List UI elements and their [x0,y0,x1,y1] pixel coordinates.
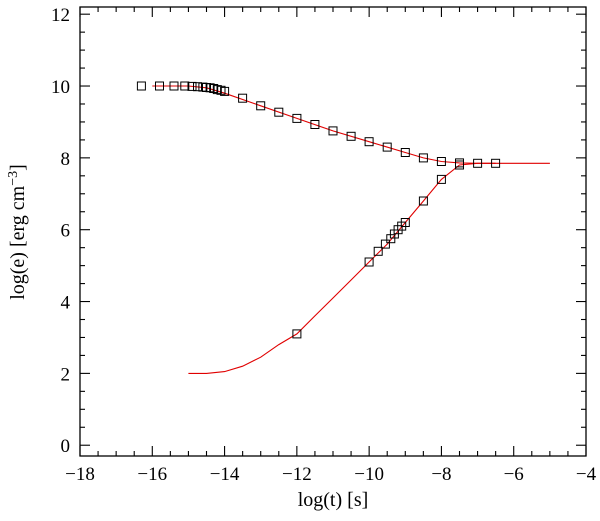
y-tick-label: 2 [61,364,71,385]
y-tick-label: 12 [51,5,70,26]
model-curve-1 [188,162,496,374]
x-tick-label: −14 [210,464,240,485]
y-axis-label: log(e) [erg cm−3] [6,164,29,300]
square-marker [292,329,302,339]
square-marker [136,81,146,91]
y-axis-label-close: ] [7,164,29,171]
x-axis-label: log(t) [s] [298,489,369,511]
y-tick-label: 8 [61,149,71,170]
x-tick-label: −18 [65,464,95,485]
y-tick-label: 4 [61,293,71,314]
square-marker [274,107,284,117]
square-marker [455,160,464,170]
square-marker [418,196,428,206]
square-marker [310,120,320,129]
x-tick-label: −6 [504,464,524,485]
tick-layer: −18 −16 −14 −12 −10 −8 −6 −4 0 2 4 6 8 10 12 [51,5,597,485]
square-marker [193,82,202,92]
square-marker [187,81,197,91]
square-marker [373,246,383,256]
square-marker [491,158,501,168]
square-marker [155,81,164,91]
square-marker [436,174,446,184]
y-tick-label: 0 [61,436,71,457]
y-tick-label: 6 [61,221,71,242]
square-marker [256,101,266,111]
y-axis-label-exponent: −3 [6,171,21,186]
x-tick-label: −12 [282,464,312,485]
series-layer [136,81,550,374]
square-marker [382,142,392,152]
square-marker [346,131,356,141]
square-marker [418,153,428,163]
plot-frame [79,6,587,457]
square-marker [400,148,410,157]
square-marker [180,81,190,91]
square-marker [436,157,446,166]
square-marker [473,158,483,168]
y-axis-label-main: log(e) [erg cm [7,185,29,299]
square-marker [400,218,410,227]
square-marker [364,137,374,147]
model-curve-0 [152,85,550,164]
square-marker [169,81,179,91]
x-tick-label: −8 [431,464,451,485]
simulation-markers [136,81,501,339]
square-marker [238,93,248,103]
plot-area: −18 −16 −14 −12 −10 −8 −6 −4 0 2 4 6 8 10 12 [51,5,597,485]
square-marker [364,257,374,267]
square-marker [328,126,338,136]
x-tick-label: −16 [137,464,167,485]
square-marker [380,239,390,249]
square-marker [292,113,302,123]
y-tick-label: 10 [51,77,70,98]
square-marker [220,86,230,96]
x-tick-label: −10 [354,464,384,485]
x-tick-label: −4 [576,464,597,485]
